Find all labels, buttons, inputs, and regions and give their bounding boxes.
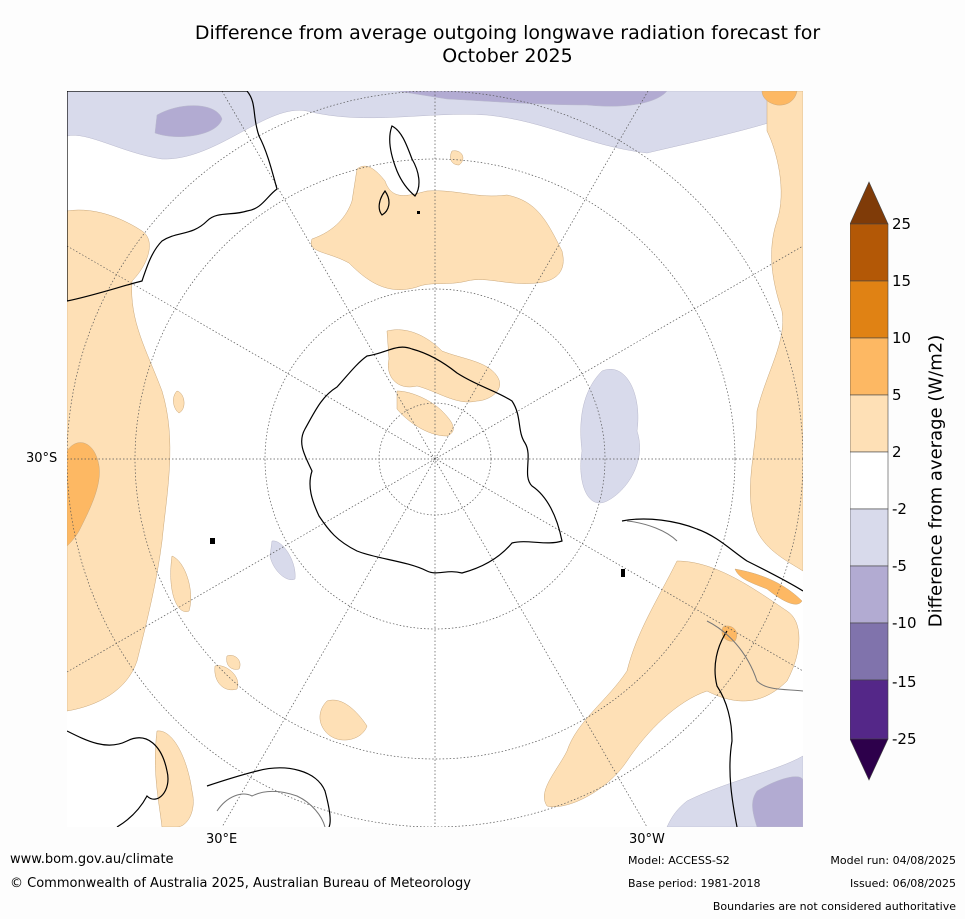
country-borders xyxy=(216,520,803,827)
colorbar-tick-25: 25 xyxy=(892,215,912,233)
colorbar-tick-m2: -2 xyxy=(892,500,907,518)
new-zealand-south xyxy=(378,189,390,216)
colorbar-tick-m15: -15 xyxy=(892,673,917,691)
colorbar-tick-5: 5 xyxy=(892,386,902,404)
anomaly-positive-southwest xyxy=(155,730,194,827)
coastlines xyxy=(67,91,803,827)
footer-base-period: Base period: 1981-2018 xyxy=(628,877,761,890)
anomaly-positive-west-core xyxy=(67,442,100,547)
longitude-label-30e: 30°E xyxy=(206,832,238,847)
new-zealand-north xyxy=(389,125,420,197)
border-south-america-1 xyxy=(626,520,803,692)
anomaly-positive-antarctic-peninsula xyxy=(386,329,500,403)
map-title-line-2: October 2025 xyxy=(442,45,573,67)
colorbar-label: Difference from average (W/m2) xyxy=(925,334,947,628)
footer-disclaimer: Boundaries are not considered authoritat… xyxy=(712,900,956,913)
footer-copyright: © Commonwealth of Australia 2025, Austra… xyxy=(10,876,471,891)
footer-website-link[interactable]: www.bom.gov.au/climate xyxy=(10,852,174,867)
colorbar-band-m2-m5 xyxy=(850,508,889,567)
anomaly-positive-southeast-core xyxy=(734,568,803,605)
anomaly-positive-small-3 xyxy=(226,655,241,670)
colorbar-tick-m25: -25 xyxy=(892,730,917,748)
colorbar-band-10-15 xyxy=(850,280,889,339)
anomaly-fills xyxy=(67,91,803,827)
anomaly-positive-east xyxy=(750,91,803,572)
colorbar-tick-2: 2 xyxy=(892,443,902,461)
colorbar-band-2-5 xyxy=(850,394,889,453)
antarctica-coastline xyxy=(301,346,563,574)
map-panel xyxy=(67,91,803,827)
colorbar-band-5-10 xyxy=(850,337,889,396)
africa-coast xyxy=(67,730,331,827)
anomaly-negative-north-blob xyxy=(154,105,223,137)
colorbar-band-m15-m25 xyxy=(850,679,889,740)
anomaly-positive-north-band xyxy=(311,165,564,290)
anomaly-positive-south xyxy=(319,699,368,741)
anomaly-positive-small-4 xyxy=(450,150,464,166)
anomaly-positive-small-5 xyxy=(173,390,185,414)
colorbar-band-m10-m15 xyxy=(850,622,889,681)
island-south-georgia xyxy=(621,569,625,577)
australia-coast xyxy=(67,91,278,302)
colorbar-band-15-25 xyxy=(850,223,889,282)
anomaly-positive-southeast xyxy=(544,560,800,808)
colorbar-tick-10: 10 xyxy=(892,329,912,347)
anomaly-negative-west xyxy=(269,540,296,581)
latitude-label-30s: 30°S xyxy=(26,451,58,466)
anomaly-positive-west xyxy=(67,209,171,712)
colorbar xyxy=(850,181,889,781)
islands xyxy=(210,211,625,577)
anomaly-positive-small-1 xyxy=(170,555,192,612)
south-america-coast xyxy=(621,518,803,827)
anomaly-negative-southeast-core xyxy=(752,776,803,827)
map-title-line-1: Difference from average outgoing longwav… xyxy=(194,22,821,44)
anomaly-positive-southeast-spot xyxy=(721,625,738,642)
polar-map xyxy=(67,91,803,827)
footer-model-run: Model run: 04/08/2025 xyxy=(830,854,956,867)
island-kerguelen xyxy=(210,538,215,544)
colorbar-over-triangle xyxy=(850,181,889,225)
anomaly-negative-east xyxy=(580,369,640,504)
colorbar-tick-m5: -5 xyxy=(892,557,907,575)
colorbar-under-triangle xyxy=(850,738,889,781)
graticule xyxy=(67,91,803,827)
anomaly-negative-north-core xyxy=(396,91,668,107)
longitude-label-30w: 30°W xyxy=(629,832,665,847)
anomaly-positive-east-core xyxy=(761,91,798,106)
colorbar-band-m5-m10 xyxy=(850,565,889,624)
anomaly-negative-north xyxy=(67,91,803,160)
colorbar-band-neutral xyxy=(850,451,889,510)
anomaly-positive-small-2 xyxy=(214,665,239,691)
footer-issued: Issued: 06/08/2025 xyxy=(849,877,956,890)
latitude-circle-60s xyxy=(264,288,606,630)
colorbar-tick-m10: -10 xyxy=(892,614,917,632)
island-small xyxy=(417,211,420,214)
border-africa xyxy=(216,791,326,827)
colorbar-tick-15: 15 xyxy=(892,272,912,290)
map-title: Difference from average outgoing longwav… xyxy=(50,22,965,68)
anomaly-positive-ross xyxy=(396,390,454,437)
footer-model: Model: ACCESS-S2 xyxy=(628,854,730,867)
meridian-60 xyxy=(67,245,803,672)
